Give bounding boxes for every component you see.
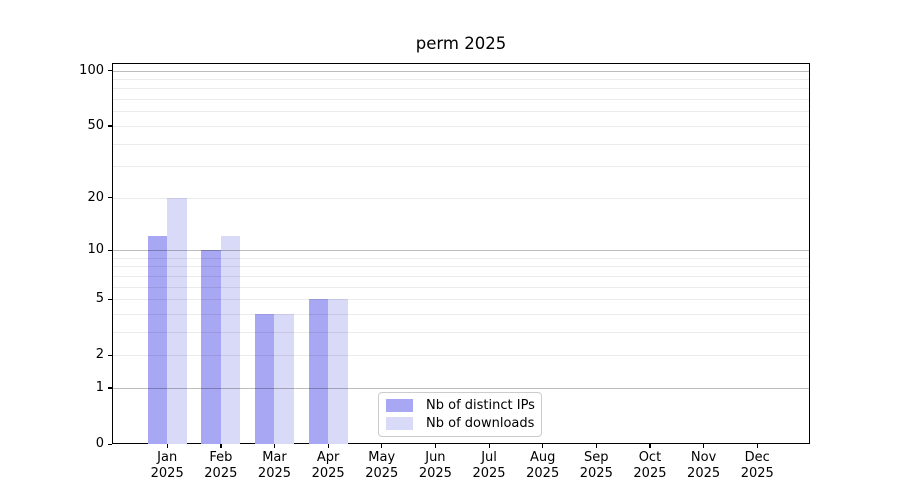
legend-item: Nb of downloads bbox=[386, 415, 535, 432]
y-tick-label: 10 bbox=[87, 242, 104, 257]
x-tick-label: Aug 2025 bbox=[526, 450, 560, 481]
x-tick-label: Mar 2025 bbox=[257, 450, 292, 481]
x-tick-mark bbox=[166, 444, 168, 448]
legend-label: Nb of distinct IPs bbox=[426, 398, 535, 414]
y-tick-label: 100 bbox=[79, 62, 104, 78]
x-tick-label: May 2025 bbox=[365, 450, 399, 481]
x-tick-label: Jan 2025 bbox=[150, 450, 184, 481]
y-tick-mark bbox=[108, 197, 112, 199]
x-tick-mark bbox=[381, 444, 383, 448]
x-tick-label: Sep 2025 bbox=[579, 450, 613, 481]
x-tick-mark bbox=[273, 444, 276, 448]
bar-nb-of-downloads-apr bbox=[328, 299, 348, 444]
y-tick-label: 5 bbox=[95, 291, 104, 307]
x-tick-label: Jun 2025 bbox=[418, 450, 452, 481]
y-tick-mark bbox=[108, 443, 112, 445]
y-tick-label: 50 bbox=[87, 117, 104, 133]
plot-area bbox=[112, 63, 810, 444]
legend: Nb of distinct IPs Nb of downloads bbox=[378, 392, 542, 437]
x-tick-label: Feb 2025 bbox=[204, 450, 238, 481]
y-tick-label: 1 bbox=[95, 379, 104, 395]
x-tick-label: Apr 2025 bbox=[311, 450, 345, 481]
legend-label: Nb of downloads bbox=[426, 415, 535, 431]
chart-title: perm 2025 bbox=[415, 34, 507, 53]
x-tick-mark bbox=[542, 444, 544, 448]
x-tick-label: Jul 2025 bbox=[472, 450, 506, 481]
x-tick-label: Dec 2025 bbox=[740, 450, 774, 481]
bar-nb-of-distinct-ips-jan bbox=[147, 236, 168, 444]
x-tick-mark bbox=[488, 444, 490, 448]
x-tick-mark bbox=[756, 444, 758, 448]
y-tick-mark bbox=[108, 70, 112, 72]
y-tick-label: 0 bbox=[95, 436, 104, 451]
bar-nb-of-distinct-ips-mar bbox=[254, 313, 275, 444]
x-tick-mark bbox=[434, 444, 437, 448]
x-tick-mark bbox=[327, 444, 329, 448]
y-tick-mark bbox=[108, 298, 112, 300]
legend-swatch-icon bbox=[386, 416, 413, 430]
x-tick-mark bbox=[595, 444, 597, 448]
y-tick-label: 20 bbox=[87, 189, 104, 205]
x-tick-mark bbox=[220, 444, 222, 448]
y-tick-label: 2 bbox=[95, 347, 104, 363]
bar-nb-of-downloads-jan bbox=[167, 197, 187, 444]
y-tick-mark bbox=[108, 354, 112, 356]
y-tick-mark bbox=[108, 387, 112, 389]
y-tick-mark bbox=[108, 249, 112, 251]
y-tick-mark bbox=[108, 125, 112, 127]
x-tick-label: Nov 2025 bbox=[687, 450, 721, 481]
bar-nb-of-distinct-ips-apr bbox=[308, 299, 329, 444]
x-tick-mark bbox=[703, 444, 705, 448]
legend-item: Nb of distinct IPs bbox=[386, 397, 535, 414]
bar-nb-of-downloads-mar bbox=[274, 313, 294, 444]
x-tick-mark bbox=[649, 444, 651, 448]
bar-nb-of-downloads-feb bbox=[220, 236, 241, 444]
bar-nb-of-distinct-ips-feb bbox=[201, 250, 221, 444]
legend-swatch-icon bbox=[386, 399, 413, 413]
x-tick-label: Oct 2025 bbox=[633, 450, 667, 481]
